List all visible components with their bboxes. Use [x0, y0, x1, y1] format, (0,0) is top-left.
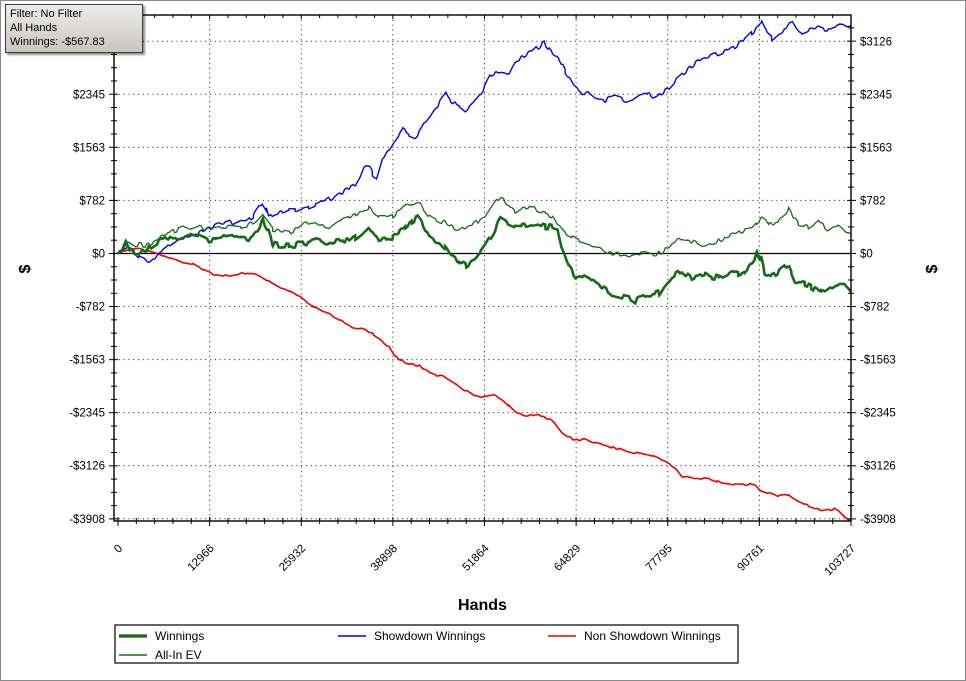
series-lines	[117, 19, 851, 521]
x-tick-label: 77795	[644, 543, 675, 574]
y-tick-label-right: $2345	[860, 89, 892, 101]
legend-label: Winnings	[155, 629, 204, 643]
x-tick-label: 64829	[552, 543, 583, 574]
y-tick-label-left: $0	[92, 248, 105, 260]
y-tick-label-left: $782	[79, 195, 105, 207]
y-tick-label-left: -$782	[76, 302, 105, 314]
y-tick-label-right: -$782	[860, 302, 889, 314]
y-tick-label-left: -$3908	[69, 514, 105, 526]
y-tick-label-right: $0	[860, 248, 873, 260]
x-tick-label: 103727	[823, 543, 859, 579]
y-tick-label-right: $1563	[860, 142, 892, 154]
legend: Winnings Showdown Winnings Non Showdown Wi…	[114, 624, 739, 664]
legend-item-winnings[interactable]: Winnings	[119, 629, 204, 643]
legend-box	[114, 624, 739, 664]
series-line-all-in-ev	[117, 196, 851, 258]
plot-area[interactable]	[113, 14, 852, 522]
legend-item-non-showdown-winnings[interactable]: Non Showdown Winnings	[548, 629, 721, 643]
legend-label: Non Showdown Winnings	[584, 629, 721, 643]
y-tick-label-right: $782	[860, 195, 886, 207]
legend-label: All-In EV	[155, 648, 202, 662]
y-tick-label-left: $1563	[73, 142, 105, 154]
series-line-showdown-winnings	[117, 19, 851, 264]
legend-label: Showdown Winnings	[374, 629, 485, 643]
legend-item-all-in-ev[interactable]: All-In EV	[119, 648, 202, 662]
info-winnings-line: Winnings: -$567.83	[10, 36, 105, 48]
y-tick-label-right: -$2345	[860, 408, 896, 420]
y-tick-label-left: -$2345	[69, 408, 105, 420]
y-tick-label-right: -$1563	[860, 355, 896, 367]
x-tick-label: 12966	[186, 543, 217, 574]
y-axis-title-left: $	[17, 264, 34, 273]
series-line-non-showdown-winnings	[117, 247, 851, 521]
x-tick-label: 25932	[277, 543, 308, 574]
x-tick-label: 51864	[461, 542, 493, 574]
axis-ticks	[109, 15, 856, 526]
x-tick-label: 0	[112, 543, 125, 556]
y-axis-title-right: $	[924, 264, 941, 273]
x-axis-title: Hands	[458, 597, 507, 614]
legend-item-showdown-winnings[interactable]: Showdown Winnings	[338, 629, 485, 643]
y-tick-label-right: -$3908	[860, 514, 896, 526]
y-tick-label-left: $2345	[73, 89, 105, 101]
info-hands-line: All Hands	[10, 22, 58, 34]
y-tick-label-left: -$1563	[69, 355, 105, 367]
x-tick-label: 90761	[735, 543, 766, 574]
gridlines	[114, 15, 852, 521]
y-tick-label-right: -$3126	[860, 461, 896, 473]
tick-labels: $3126$3126$2345$2345$1563$1563$782$782$0…	[69, 36, 896, 578]
y-tick-label-left: -$3126	[69, 461, 105, 473]
series-line-winnings	[117, 213, 851, 306]
x-tick-label: 38898	[369, 543, 400, 574]
info-filter-line: Filter: No Filter	[10, 8, 83, 20]
filter-info-box: Filter: No Filter All Hands Winnings: -$…	[5, 4, 143, 53]
y-tick-label-right: $3126	[860, 36, 892, 48]
